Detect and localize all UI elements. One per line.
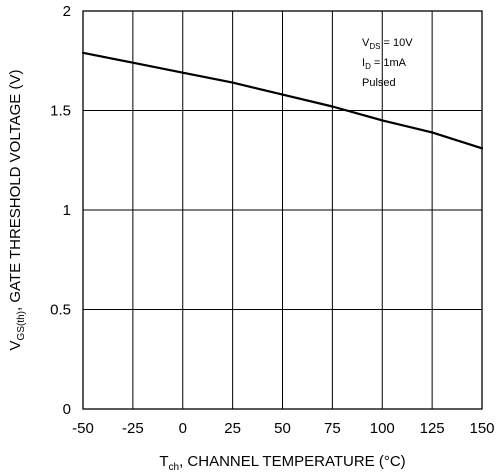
annotation-text: = 10V [380,37,413,49]
x-tick-labels: -50 -25 0 25 50 75 100 125 150 [72,420,494,437]
x-tick-label: -50 [72,420,94,437]
annotation-line: ID = 1mA [362,57,407,71]
x-tick-label: 0 [179,420,187,437]
x-tick-label: 125 [420,420,445,437]
x-tick-label: 75 [324,420,341,437]
x-axis-label-prefix: T [159,453,168,470]
annotation-line: VDS = 10V [362,37,413,51]
x-tick-label: 100 [370,420,395,437]
x-tick-label: -25 [122,420,144,437]
annotation-text: Pulsed [362,77,396,89]
y-tick-label: 1.5 [50,103,71,120]
x-tick-label: 50 [274,420,291,437]
x-axis-label-sub: ch [169,462,180,473]
x-axis-label-text: , CHANNEL TEMPERATURE (°C) [179,453,406,470]
x-tick-label: 25 [224,420,241,437]
y-tick-label: 2 [63,3,71,20]
y-tick-label: 0.5 [50,302,71,319]
grid-lines [83,11,482,409]
y-axis-label-prefix: V [7,340,24,350]
annotation-sub: DS [369,42,380,51]
y-tick-label: 0 [63,401,71,418]
x-tick-label: 150 [469,420,494,437]
y-tick-label: 1 [63,202,71,219]
annotation-line: Pulsed [362,77,396,89]
x-axis-label: Tch, CHANNEL TEMPERATURE (°C) [159,453,405,473]
y-axis-label: VGS(th), GATE THRESHOLD VOLTAGE (V) [7,70,27,351]
y-tick-labels: 0 0.5 1 1.5 2 [50,3,71,418]
conditions-annotation: VDS = 10V ID = 1mA Pulsed [362,37,413,89]
y-axis-label-text: , GATE THRESHOLD VOLTAGE (V) [7,70,24,311]
annotation-text: = 1mA [371,57,407,69]
y-axis-label-sub: GS(th) [16,311,27,340]
